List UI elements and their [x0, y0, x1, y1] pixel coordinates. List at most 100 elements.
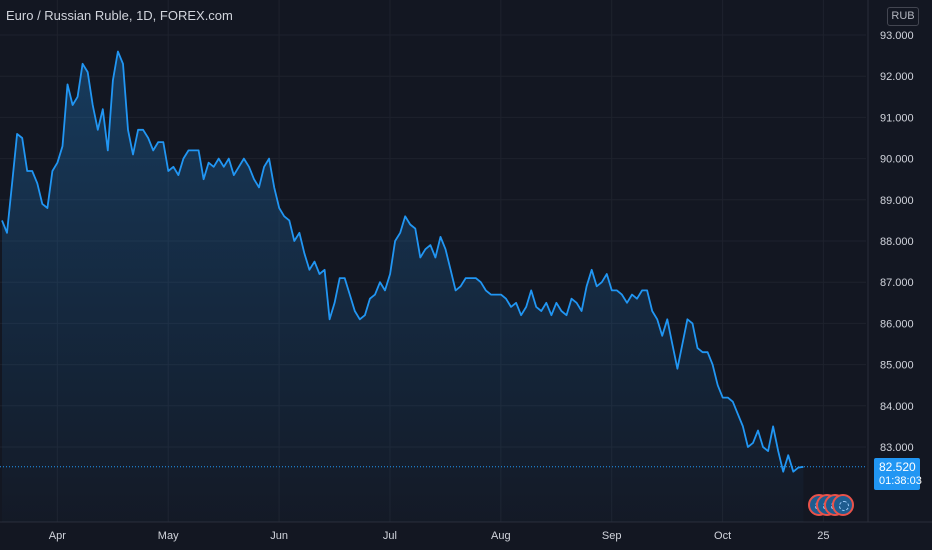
data-point [107, 149, 109, 151]
data-point [339, 277, 341, 279]
data-point [82, 63, 84, 65]
data-point [117, 51, 119, 53]
data-point [777, 450, 779, 452]
price-area-fill [2, 51, 804, 522]
data-point [359, 318, 361, 320]
data-point [399, 232, 401, 234]
data-point [631, 294, 633, 296]
data-point [490, 294, 492, 296]
data-point [636, 298, 638, 300]
data-point [586, 285, 588, 287]
data-point [298, 232, 300, 234]
data-point [692, 322, 694, 324]
data-point [566, 314, 568, 316]
data-point [742, 425, 744, 427]
currency-button[interactable]: RUB [887, 7, 919, 26]
data-point [470, 277, 472, 279]
data-point [485, 289, 487, 291]
data-point [147, 137, 149, 139]
data-point [505, 298, 507, 300]
data-point [303, 252, 305, 254]
data-point [440, 236, 442, 238]
data-point [278, 207, 280, 209]
data-point [193, 149, 195, 151]
data-point [157, 141, 159, 143]
data-point [188, 149, 190, 151]
data-point [606, 273, 608, 275]
data-point [651, 310, 653, 312]
x-tick-label: 25 [817, 530, 829, 542]
price-axis[interactable]: 83.000 84.000 85.000 86.000 87.000 88.000 89.0… [880, 30, 914, 454]
data-point [21, 137, 23, 139]
data-point [122, 63, 124, 65]
event-markers[interactable] [808, 494, 860, 520]
data-point [223, 166, 225, 168]
data-point [324, 269, 326, 271]
data-point [500, 294, 502, 296]
data-point [641, 289, 643, 291]
data-point [218, 158, 220, 160]
x-tick-label: Aug [491, 530, 511, 542]
data-point [167, 170, 169, 172]
data-point [394, 240, 396, 242]
data-point [198, 149, 200, 151]
data-point [455, 289, 457, 291]
data-point [172, 166, 174, 168]
data-point [596, 285, 598, 287]
data-point [243, 158, 245, 160]
data-point [515, 302, 517, 304]
data-point [697, 347, 699, 349]
data-point [87, 71, 89, 73]
data-point [51, 170, 53, 172]
data-point [142, 129, 144, 131]
data-point [661, 335, 663, 337]
data-point [671, 343, 673, 345]
data-point [31, 170, 33, 172]
data-point [792, 471, 794, 473]
data-point [67, 83, 69, 85]
data-point [525, 306, 527, 308]
data-point [384, 289, 386, 291]
data-point [288, 219, 290, 221]
data-point [404, 215, 406, 217]
data-point [112, 79, 114, 81]
data-point [132, 154, 134, 156]
data-point [601, 281, 603, 283]
data-point [258, 186, 260, 188]
data-point [460, 285, 462, 287]
data-point [46, 207, 48, 209]
data-point [102, 108, 104, 110]
data-point [480, 281, 482, 283]
data-point [36, 182, 38, 184]
data-point [1, 219, 3, 221]
data-point [545, 302, 547, 304]
data-point [409, 224, 411, 226]
data-point [626, 302, 628, 304]
y-tick-label: 86.000 [880, 318, 914, 330]
data-point [72, 104, 74, 106]
data-point [540, 310, 542, 312]
data-point [314, 261, 316, 263]
data-point [308, 269, 310, 271]
x-tick-label: Sep [602, 530, 622, 542]
time-axis[interactable]: Apr May Jun Jul Aug Sep Oct 25 [49, 530, 830, 542]
event-marker-icon[interactable] [832, 494, 854, 516]
data-point [11, 182, 13, 184]
data-point [293, 240, 295, 242]
data-point [762, 446, 764, 448]
data-point [283, 215, 285, 217]
data-point [238, 166, 240, 168]
data-point [233, 174, 235, 176]
data-point [434, 257, 436, 259]
data-point [213, 166, 215, 168]
data-point [182, 158, 184, 160]
data-point [782, 471, 784, 473]
x-tick-label: May [158, 530, 179, 542]
data-point [767, 450, 769, 452]
data-point [611, 289, 613, 291]
data-point [666, 318, 668, 320]
data-point [616, 289, 618, 291]
data-point [560, 310, 562, 312]
data-point [152, 149, 154, 151]
